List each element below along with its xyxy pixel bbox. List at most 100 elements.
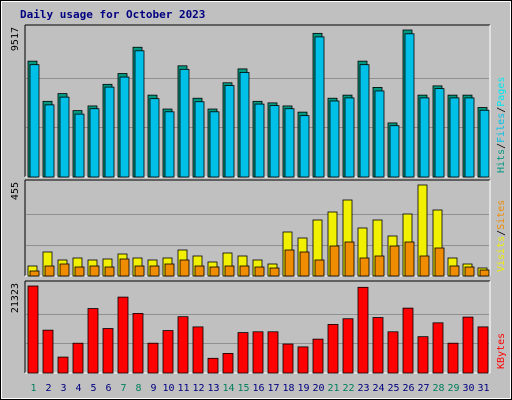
kbytes-bar xyxy=(432,322,444,374)
day-tick-label: 10 xyxy=(162,383,174,394)
day-tick-label: 13 xyxy=(207,383,219,394)
files-bar xyxy=(179,68,190,178)
kbytes-bar xyxy=(72,342,84,374)
files-bar xyxy=(194,101,205,178)
files-bar xyxy=(119,76,130,178)
side-legend-item: / xyxy=(496,230,507,236)
day-tick-label: 19 xyxy=(297,383,309,394)
sites-bar xyxy=(44,265,55,277)
files-bar xyxy=(329,100,340,178)
sites-bar xyxy=(164,263,175,277)
files-bar xyxy=(239,72,250,178)
sites-bar xyxy=(29,270,40,277)
kbytes-bar xyxy=(372,317,384,374)
files-bar xyxy=(254,103,265,178)
y-max-label: 455 xyxy=(10,182,21,200)
kbytes-bar xyxy=(282,343,294,374)
sites-bar xyxy=(119,258,130,277)
day-tick-label: 1 xyxy=(30,383,36,394)
sites-bar xyxy=(314,259,325,277)
side-legend-item: Visits xyxy=(496,236,507,272)
sites-bar xyxy=(434,247,445,277)
side-legend-item: Pages xyxy=(496,77,507,107)
side-legend: KBytes xyxy=(496,333,507,369)
kbytes-bar xyxy=(252,331,264,374)
day-tick-label: 3 xyxy=(60,383,66,394)
sites-bar xyxy=(74,266,85,277)
files-bar xyxy=(209,111,220,178)
day-tick-label: 2 xyxy=(45,383,51,394)
kbytes-bar xyxy=(192,326,204,374)
files-bar xyxy=(404,33,415,178)
day-tick-label: 31 xyxy=(477,383,489,394)
sites-bar xyxy=(269,267,280,277)
side-legend-item: / xyxy=(496,143,507,149)
day-tick-label: 6 xyxy=(105,383,111,394)
day-tick-label: 12 xyxy=(192,383,204,394)
kbytes-bar xyxy=(417,336,429,374)
day-tick-label: 25 xyxy=(387,383,399,394)
side-legend-item: KBytes xyxy=(496,333,507,369)
day-tick-label: 20 xyxy=(312,383,324,394)
day-tick-label: 21 xyxy=(327,383,339,394)
sites-bar xyxy=(404,241,415,277)
files-bar xyxy=(74,113,85,178)
files-bar xyxy=(449,97,460,178)
kbytes-bar xyxy=(177,316,189,374)
kbytes-bar xyxy=(237,332,249,374)
files-bar xyxy=(284,108,295,178)
sites-bar xyxy=(149,265,160,277)
kbytes-bar xyxy=(132,313,144,374)
y-max-label: 21323 xyxy=(10,283,21,313)
files-bar xyxy=(149,98,160,178)
day-tick-label: 8 xyxy=(135,383,141,394)
sites-bar xyxy=(479,269,490,277)
side-legend-item: / xyxy=(496,107,507,113)
kbytes-bar xyxy=(42,329,54,374)
kbytes-bar xyxy=(357,286,369,374)
kbytes-bar xyxy=(102,328,114,374)
kbytes-bar xyxy=(402,307,414,374)
sites-bar xyxy=(239,265,250,277)
day-tick-label: 28 xyxy=(432,383,444,394)
files-bar xyxy=(134,50,145,178)
kbytes-bar xyxy=(447,342,459,374)
sites-bar xyxy=(359,257,370,277)
day-tick-label: 29 xyxy=(447,383,459,394)
sites-bar xyxy=(284,249,295,277)
y-max-label: 9517 xyxy=(10,27,21,51)
files-bar xyxy=(59,96,70,178)
kbytes-bar xyxy=(462,316,474,374)
sites-bar xyxy=(344,241,355,277)
kbytes-bar xyxy=(57,356,69,374)
files-bar xyxy=(164,111,175,178)
day-tick-label: 30 xyxy=(462,383,474,394)
files-bar xyxy=(299,115,310,178)
sites-bar xyxy=(194,265,205,277)
kbytes-bar xyxy=(207,357,219,374)
kbytes-bar xyxy=(162,330,174,374)
side-legend-item: Sites xyxy=(496,200,507,230)
kbytes-bar xyxy=(117,296,129,374)
files-bar xyxy=(464,97,475,178)
files-bar xyxy=(419,97,430,178)
side-legend-item: Files xyxy=(496,113,507,143)
day-tick-label: 15 xyxy=(237,383,249,394)
files-bar xyxy=(359,64,370,178)
chart-panels: 9517Hits/Files/Pages455Visits/Sites21323… xyxy=(10,24,507,374)
day-tick-label: 4 xyxy=(75,383,81,394)
kbytes-bar xyxy=(147,342,159,374)
kbytes-bar xyxy=(342,318,354,374)
kbytes-bar xyxy=(327,324,339,374)
sites-bar xyxy=(299,251,310,277)
day-tick-label: 5 xyxy=(90,383,96,394)
sites-bar xyxy=(59,263,70,277)
kbytes-bar xyxy=(477,326,489,374)
day-tick-label: 24 xyxy=(372,383,384,394)
files-bar xyxy=(374,90,385,178)
files-bar xyxy=(44,104,55,178)
day-tick-label: 26 xyxy=(402,383,414,394)
side-legend: Visits/Sites xyxy=(496,200,507,272)
files-bar xyxy=(479,109,490,178)
